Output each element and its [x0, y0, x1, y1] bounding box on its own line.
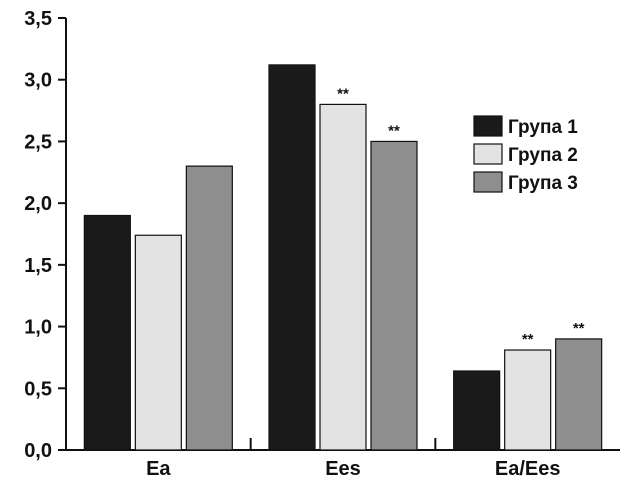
legend-swatch	[473, 143, 503, 165]
bar	[319, 103, 367, 451]
significance-marker: **	[337, 85, 349, 102]
y-tick-label: 0,0	[24, 440, 52, 462]
y-tick-label: 0,5	[24, 378, 52, 400]
significance-marker: **	[573, 320, 585, 337]
legend-swatch	[473, 171, 503, 193]
legend-label: Група 2	[508, 145, 578, 166]
bars	[83, 64, 603, 451]
legend-label: Група 1	[508, 117, 578, 138]
significance-marker: **	[388, 122, 400, 139]
y-tick-label: 1,5	[24, 255, 52, 277]
x-category-label: Ea/Ees	[495, 458, 561, 480]
bar	[453, 370, 501, 451]
bar	[555, 338, 603, 451]
bar	[185, 165, 233, 451]
y-tick-label: 3,5	[24, 8, 52, 30]
bar	[370, 140, 418, 451]
bar	[83, 214, 131, 451]
x-category-label: Ees	[325, 458, 361, 480]
bar	[268, 64, 316, 451]
significance-marker: **	[522, 331, 534, 348]
y-tick-label: 2,5	[24, 131, 52, 153]
legend-label: Група 3	[508, 173, 578, 194]
legend-swatch	[473, 115, 503, 137]
significance-annotations: ** ** ** **	[337, 85, 585, 348]
legend: Група 1 Група 2 Група 3	[473, 115, 578, 194]
y-axis: 0,0 0,5 1,0 1,5 2,0 2,5 3,0 3,5	[24, 8, 67, 462]
y-tick-label: 1,0	[24, 317, 52, 339]
y-tick-label: 3,0	[24, 70, 52, 92]
bar	[504, 349, 552, 451]
y-tick-label: 2,0	[24, 193, 52, 215]
bar	[134, 234, 182, 451]
x-category-label: Ea	[146, 458, 171, 480]
